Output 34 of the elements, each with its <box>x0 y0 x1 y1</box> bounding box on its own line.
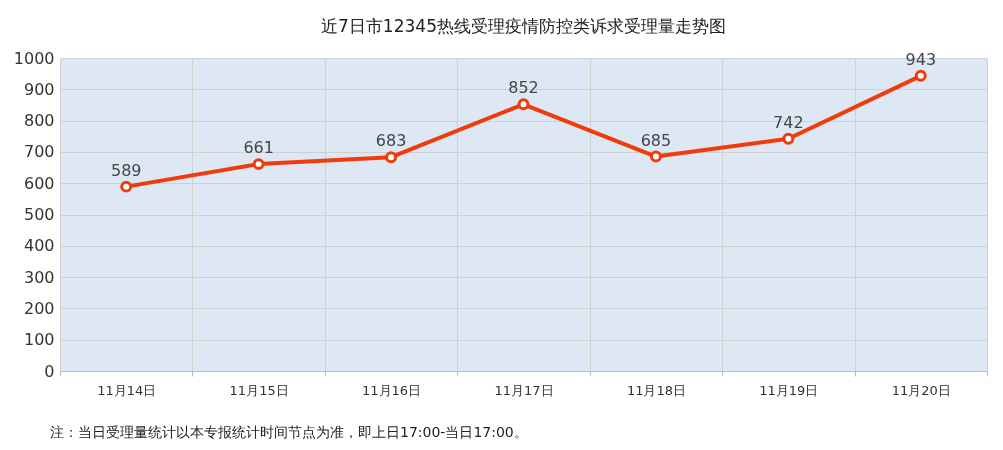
point <box>782 132 795 145</box>
point <box>252 158 265 171</box>
y-tick-label: 0 <box>44 361 55 381</box>
point <box>517 98 530 111</box>
y-tick-label: 300 <box>23 267 55 287</box>
data-label: 685 <box>640 130 672 150</box>
x-tick-label: 11月20日 <box>891 382 951 398</box>
point <box>649 150 662 163</box>
point <box>120 180 133 193</box>
chart-title: 近7日市12345热线受理疫情防控类诉求受理量走势图 <box>321 16 726 36</box>
data-label: 661 <box>243 138 274 158</box>
data-label: 683 <box>375 131 407 151</box>
x-tick-label: 11月14日 <box>97 382 157 398</box>
y-tick-label: 800 <box>23 111 55 131</box>
y-tick-label: 400 <box>23 236 55 256</box>
y-tick-label: 1000 <box>13 48 55 68</box>
data-label: 943 <box>905 49 937 69</box>
y-tick-label: 100 <box>23 330 55 350</box>
data-label: 742 <box>773 112 804 132</box>
y-tick-label: 500 <box>23 205 55 224</box>
text: 注：当日受理量统计以本专报统计时间节点为准，即上日17:00-当日17:00。 <box>50 424 528 442</box>
x-tick-label: 11月19日 <box>759 382 819 398</box>
point <box>385 151 398 164</box>
y-tick-label: 600 <box>23 173 55 193</box>
point <box>914 69 927 82</box>
x-tick-label: 11月15日 <box>229 382 289 398</box>
y-tick-label: 900 <box>23 79 55 99</box>
x-tick-label: 11月16日 <box>362 382 422 398</box>
data-label: 589 <box>110 160 142 180</box>
x-tick-label: 11月17日 <box>494 382 554 398</box>
y-tick-label: 200 <box>23 298 55 318</box>
x-tick-label: 11月18日 <box>626 382 686 398</box>
data-label: 852 <box>508 78 539 98</box>
y-tick-label: 700 <box>23 142 55 162</box>
